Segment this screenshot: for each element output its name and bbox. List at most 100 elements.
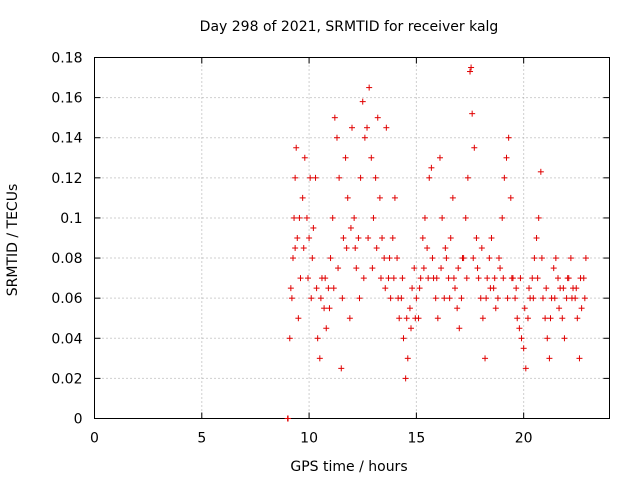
data-points bbox=[284, 64, 589, 422]
data-point bbox=[340, 235, 347, 241]
data-point bbox=[542, 315, 549, 322]
data-point bbox=[433, 275, 440, 282]
y-tick-label: 0.1 bbox=[60, 211, 82, 227]
data-point bbox=[507, 194, 514, 201]
data-point bbox=[443, 255, 450, 262]
data-point bbox=[492, 305, 499, 312]
data-point bbox=[374, 114, 381, 121]
data-point bbox=[473, 235, 480, 241]
data-point bbox=[544, 335, 551, 342]
data-point bbox=[310, 224, 317, 231]
data-point bbox=[463, 275, 470, 282]
data-point bbox=[347, 224, 354, 231]
data-point bbox=[475, 275, 482, 282]
data-point bbox=[322, 275, 329, 282]
data-point bbox=[471, 144, 478, 151]
data-point bbox=[296, 214, 303, 221]
data-point bbox=[359, 98, 366, 105]
data-point bbox=[559, 315, 566, 322]
data-point bbox=[429, 255, 436, 262]
data-point bbox=[382, 285, 389, 292]
data-point bbox=[564, 275, 571, 282]
data-point bbox=[432, 295, 439, 302]
data-point bbox=[344, 194, 351, 201]
data-point bbox=[483, 295, 490, 302]
data-point bbox=[357, 174, 364, 181]
data-point bbox=[546, 355, 553, 362]
data-point bbox=[400, 335, 407, 342]
data-point bbox=[364, 124, 371, 131]
data-point bbox=[426, 174, 433, 181]
data-point bbox=[299, 194, 306, 201]
data-point bbox=[501, 174, 508, 181]
data-point bbox=[335, 265, 342, 272]
data-point bbox=[491, 275, 498, 282]
data-point bbox=[306, 235, 313, 241]
data-point bbox=[458, 295, 465, 302]
data-point bbox=[530, 295, 537, 302]
data-point bbox=[377, 275, 384, 282]
data-point bbox=[428, 164, 435, 171]
data-point bbox=[419, 235, 426, 241]
data-point bbox=[555, 275, 561, 282]
data-point bbox=[578, 305, 585, 312]
data-point bbox=[462, 214, 469, 221]
axis-ticks: 0 0.02 0.04 0.06 0.08 0.1 0.12 0.14 0.16 0.18 0 5 10… bbox=[51, 51, 610, 447]
data-point bbox=[524, 315, 531, 322]
y-tick-label: 0.16 bbox=[51, 91, 82, 107]
data-point bbox=[403, 315, 410, 322]
data-point bbox=[547, 315, 554, 322]
data-point bbox=[312, 174, 319, 181]
y-tick-label: 0.12 bbox=[51, 171, 82, 187]
x-tick-label: 15 bbox=[407, 431, 425, 447]
data-point bbox=[439, 214, 446, 221]
data-point bbox=[503, 154, 510, 161]
data-point bbox=[447, 235, 454, 241]
data-point bbox=[295, 315, 302, 322]
data-point bbox=[560, 285, 567, 292]
data-point bbox=[539, 295, 546, 302]
data-point bbox=[531, 255, 538, 262]
data-point bbox=[303, 214, 310, 221]
data-point bbox=[343, 245, 350, 252]
data-point bbox=[456, 325, 463, 332]
data-point bbox=[455, 265, 462, 272]
data-point bbox=[537, 168, 544, 175]
data-point bbox=[292, 174, 299, 181]
data-point bbox=[508, 275, 515, 282]
data-point bbox=[338, 365, 345, 372]
data-point bbox=[301, 154, 308, 161]
data-point bbox=[387, 295, 394, 302]
data-point bbox=[336, 174, 343, 181]
x-tick-label: 0 bbox=[90, 431, 99, 447]
data-point bbox=[434, 315, 441, 322]
data-point bbox=[365, 235, 372, 241]
x-tick-label: 20 bbox=[515, 431, 533, 447]
data-point bbox=[330, 285, 337, 292]
data-point bbox=[470, 255, 477, 262]
data-point bbox=[327, 255, 334, 262]
data-point bbox=[522, 365, 529, 372]
data-point bbox=[339, 295, 346, 302]
data-point bbox=[497, 265, 504, 272]
data-point bbox=[505, 134, 512, 141]
data-point bbox=[349, 124, 355, 131]
data-point bbox=[420, 265, 427, 272]
data-point bbox=[308, 295, 315, 302]
data-point bbox=[291, 214, 298, 221]
data-point bbox=[297, 275, 304, 282]
data-point bbox=[399, 275, 406, 282]
data-point bbox=[514, 315, 521, 322]
data-point bbox=[504, 295, 511, 302]
data-point bbox=[454, 305, 461, 312]
data-point bbox=[287, 285, 294, 292]
data-point bbox=[288, 295, 295, 302]
data-point bbox=[383, 124, 390, 131]
data-point bbox=[424, 245, 431, 252]
data-point bbox=[468, 64, 475, 71]
y-tick-label: 0.08 bbox=[51, 251, 82, 267]
data-point bbox=[356, 295, 363, 302]
data-point bbox=[452, 285, 458, 292]
data-point bbox=[373, 245, 380, 252]
data-point bbox=[482, 355, 489, 362]
